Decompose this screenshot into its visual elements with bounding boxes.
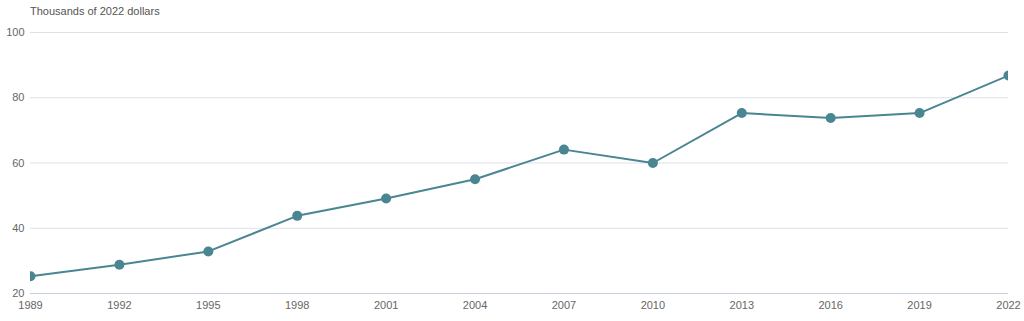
svg-text:2001: 2001: [374, 299, 398, 311]
svg-text:2013: 2013: [730, 299, 754, 311]
svg-text:2016: 2016: [818, 299, 842, 311]
svg-text:20: 20: [12, 287, 24, 299]
svg-text:2022: 2022: [996, 299, 1020, 311]
svg-text:1995: 1995: [196, 299, 220, 311]
html-text:Thousands of 2022 dollars: Thousands of 2022 dollars: [30, 5, 160, 17]
svg-text:2010: 2010: [641, 299, 665, 311]
svg-text:1992: 1992: [107, 299, 131, 311]
svg-text:80: 80: [12, 91, 24, 103]
svg-text:2007: 2007: [552, 299, 576, 311]
svg-text:60: 60: [12, 157, 24, 169]
svg-text:2019: 2019: [907, 299, 931, 311]
svg-text:2004: 2004: [463, 299, 487, 311]
svg-text:40: 40: [12, 222, 24, 234]
svg-text:100: 100: [6, 26, 24, 38]
svg-text:1989: 1989: [18, 299, 42, 311]
svg-text:1998: 1998: [285, 299, 309, 311]
